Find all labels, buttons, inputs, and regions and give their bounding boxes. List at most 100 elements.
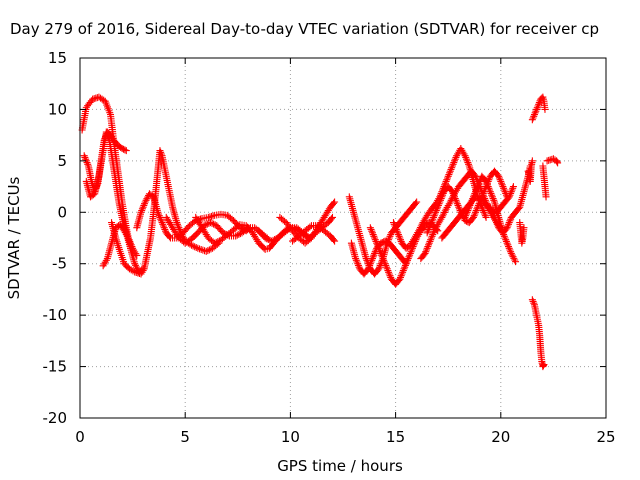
data-point-plus bbox=[463, 157, 471, 165]
data-point-plus bbox=[189, 242, 197, 250]
data-point-plus bbox=[501, 234, 509, 242]
data-point-plus bbox=[378, 253, 386, 261]
data-point-plus bbox=[472, 207, 480, 215]
data-point-plus bbox=[387, 273, 395, 281]
data-point-plus bbox=[306, 223, 314, 231]
data-point-plus bbox=[540, 361, 548, 369]
data-point-plus bbox=[427, 220, 435, 228]
data-point-plus bbox=[468, 215, 476, 223]
data-point-plus bbox=[448, 164, 456, 172]
data-point-plus bbox=[204, 247, 212, 255]
data-point-plus bbox=[397, 237, 405, 245]
y-tick-label: -20 bbox=[43, 409, 68, 427]
data-point-plus bbox=[488, 207, 496, 215]
data-point-plus bbox=[375, 265, 383, 273]
plot-frame bbox=[79, 57, 607, 419]
data-point-plus bbox=[462, 155, 470, 163]
data-point-plus bbox=[507, 249, 515, 257]
data-point-plus bbox=[530, 299, 538, 307]
data-point-plus bbox=[500, 186, 508, 194]
data-point-plus bbox=[104, 133, 112, 141]
data-point-plus bbox=[529, 297, 537, 305]
data-point-plus bbox=[328, 213, 336, 221]
data-point-plus bbox=[427, 219, 435, 227]
data-point-plus bbox=[161, 225, 169, 233]
data-point-plus bbox=[401, 263, 409, 271]
series-track-21 bbox=[516, 219, 528, 247]
data-point-plus bbox=[422, 246, 430, 254]
data-point-plus bbox=[137, 208, 145, 216]
data-point-plus bbox=[505, 219, 513, 227]
data-point-plus bbox=[192, 244, 200, 252]
data-point-plus bbox=[507, 248, 515, 256]
data-point-plus bbox=[431, 226, 439, 234]
data-point-plus bbox=[473, 205, 481, 213]
y-tick-label: 0 bbox=[57, 203, 67, 221]
data-point-plus bbox=[367, 225, 375, 233]
data-point-plus bbox=[508, 186, 516, 194]
data-point-plus bbox=[401, 261, 409, 269]
data-point-plus bbox=[132, 261, 140, 269]
data-point-plus bbox=[530, 111, 538, 119]
data-point-plus bbox=[173, 220, 181, 228]
data-point-plus bbox=[486, 186, 494, 194]
data-point-plus bbox=[468, 196, 476, 204]
data-point-plus bbox=[448, 162, 456, 170]
data-point-plus bbox=[504, 222, 512, 230]
data-point-plus bbox=[81, 153, 89, 161]
data-point-plus bbox=[532, 107, 540, 115]
data-point-plus bbox=[475, 179, 483, 187]
data-point-plus bbox=[446, 198, 454, 206]
data-point-plus bbox=[398, 270, 406, 278]
data-point-plus bbox=[354, 260, 362, 268]
data-point-plus bbox=[374, 266, 382, 274]
data-point-plus bbox=[439, 189, 447, 197]
axis-ticks bbox=[79, 57, 607, 419]
data-point-plus bbox=[495, 172, 503, 180]
data-point-plus bbox=[353, 258, 361, 266]
data-point-plus bbox=[214, 238, 222, 246]
data-point-plus bbox=[269, 236, 277, 244]
data-point-plus bbox=[400, 265, 408, 273]
data-point-plus bbox=[483, 179, 491, 187]
data-point-plus bbox=[533, 105, 541, 113]
data-point-plus bbox=[439, 212, 447, 220]
data-point-plus bbox=[466, 201, 474, 209]
data-point-plus bbox=[155, 210, 163, 218]
data-point-plus bbox=[453, 200, 461, 208]
data-point-plus bbox=[366, 261, 374, 269]
data-point-plus bbox=[425, 239, 433, 247]
data-point-plus bbox=[369, 253, 377, 261]
data-point-plus bbox=[533, 104, 541, 112]
data-point-plus bbox=[263, 235, 271, 243]
data-point-plus bbox=[205, 246, 213, 254]
data-point-plus bbox=[129, 267, 137, 275]
data-point-plus bbox=[104, 131, 112, 139]
series-track-19 bbox=[461, 172, 520, 266]
data-point-plus bbox=[423, 229, 431, 237]
data-point-plus bbox=[487, 205, 495, 213]
chart-title: Day 279 of 2016, Sidereal Day-to-day VTE… bbox=[10, 20, 599, 38]
data-point-plus bbox=[157, 215, 165, 223]
data-point-plus bbox=[397, 272, 405, 280]
data-point-plus bbox=[498, 181, 506, 189]
data-point-plus bbox=[482, 177, 490, 185]
tick-labels: 0 5 10 15 20 25 -20 -15 -10 -5 0 5 10 15 bbox=[43, 49, 616, 446]
data-point-plus bbox=[463, 208, 471, 216]
data-point-plus bbox=[509, 184, 517, 192]
data-point-plus bbox=[368, 229, 376, 237]
data-point-plus bbox=[474, 201, 482, 209]
data-point-plus bbox=[471, 189, 479, 197]
data-point-plus bbox=[432, 207, 440, 215]
data-point-plus bbox=[535, 100, 543, 108]
data-point-plus bbox=[160, 224, 168, 232]
data-point-plus bbox=[381, 260, 389, 268]
data-point-plus bbox=[375, 244, 383, 252]
data-point-plus bbox=[472, 208, 480, 216]
data-point-plus bbox=[392, 224, 400, 232]
data-point-plus bbox=[531, 109, 539, 117]
data-point-plus bbox=[487, 189, 495, 197]
data-point-plus bbox=[502, 236, 510, 244]
